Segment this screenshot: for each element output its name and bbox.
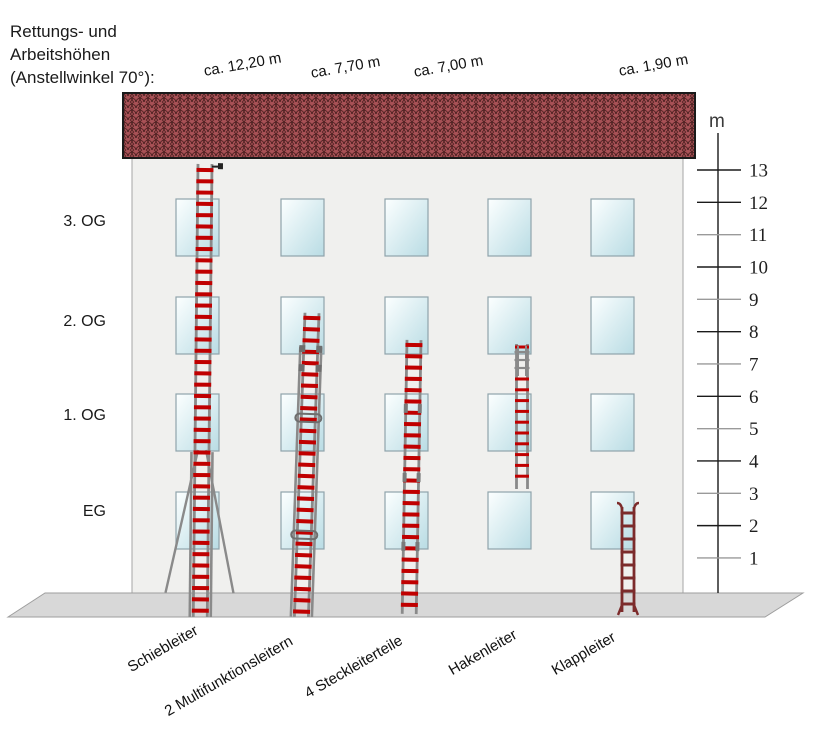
ladder-clamp <box>315 364 322 372</box>
window-eg-col4 <box>487 491 532 550</box>
ladder-schiebleiter <box>164 163 235 618</box>
floor-label-2og: 2. OG <box>63 313 106 330</box>
scale-tick-label-10: 10 <box>749 257 768 278</box>
ladder-outer-rail <box>209 452 214 618</box>
window-3og-col5 <box>590 198 635 257</box>
ladder-rung <box>296 507 314 513</box>
pulley-mark <box>217 163 224 170</box>
ladder-rung <box>297 485 315 490</box>
ladder-rung <box>294 575 312 581</box>
title-line-2: Arbeitshöhen <box>10 45 111 64</box>
ladder-outer-rail <box>310 347 323 618</box>
ladder-rung <box>296 496 315 501</box>
window-3og-col2 <box>280 198 325 257</box>
title-line-3: (Anstellwinkel 70°): <box>10 68 155 87</box>
ladder-clamp <box>316 345 323 353</box>
ladder-multifunktionsleitern <box>289 312 323 618</box>
ladder-rung <box>298 451 316 456</box>
ladder-joint <box>402 472 407 482</box>
ladder-rung <box>303 315 321 321</box>
ladder-rung <box>300 394 318 400</box>
ladder-foot <box>616 604 624 616</box>
ladder-rung <box>300 406 318 411</box>
ladder-rung <box>296 518 314 524</box>
ladder-joint <box>416 473 421 483</box>
ladder-rung <box>301 372 319 377</box>
ladder-rung <box>301 360 319 366</box>
ladder-rung <box>302 338 320 343</box>
ladder-rung <box>293 609 311 614</box>
floor-label-eg: EG <box>82 503 106 520</box>
ladder-rung <box>299 428 317 434</box>
ladder-joint <box>401 541 406 551</box>
window-3og-col3 <box>384 198 429 257</box>
ladder-outer-rail <box>289 346 302 617</box>
ladder-rung <box>294 552 313 558</box>
window-2og-col5 <box>590 296 635 355</box>
window-eg-col3 <box>384 491 429 550</box>
ladder-steckleiterteile <box>400 339 423 615</box>
ladder-top-hook <box>632 501 640 510</box>
ladder-rung <box>299 417 317 422</box>
scale-tick-label-5: 5 <box>749 419 759 440</box>
scale-tick-label-12: 12 <box>749 193 768 214</box>
ladder-rung <box>300 383 319 389</box>
ladder-top-hook <box>616 501 624 510</box>
scale-tick-label-7: 7 <box>749 354 759 375</box>
ladder-clamp <box>298 364 305 372</box>
ladder-rung <box>295 530 313 535</box>
window-3og-col4 <box>487 198 532 257</box>
ladder-rung <box>295 541 313 547</box>
meter-scale: 13 12 11 10 9 8 7 6 5 4 3 2 1 <box>697 133 768 593</box>
ladder-rung <box>297 473 315 479</box>
ladder-joint <box>415 542 420 552</box>
ladder-clamp <box>294 412 323 424</box>
scale-tick-label-9: 9 <box>749 290 759 311</box>
scale-tick-label-2: 2 <box>749 516 759 537</box>
floor-label-3og: 3. OG <box>63 213 106 230</box>
ladder-rung <box>302 326 320 332</box>
ladder-strut <box>164 449 200 593</box>
ladder-rung <box>298 439 317 445</box>
scale-unit-label: m <box>709 111 725 132</box>
scale-tick-label-3: 3 <box>749 484 759 505</box>
ladder-clamp <box>299 345 306 353</box>
scale-tick-label-6: 6 <box>749 387 759 408</box>
scale-tick-label-8: 8 <box>749 322 759 343</box>
ladder-joint <box>403 403 408 413</box>
diagram-title: Rettungs- und Arbeitshöhen (Anstellwinke… <box>10 20 155 89</box>
ladder-rung <box>293 586 311 592</box>
scale-tick-label-11: 11 <box>749 225 767 246</box>
ladder-clamp <box>290 529 319 541</box>
scale-tick-label-1: 1 <box>749 548 759 569</box>
title-line-1: Rettungs- und <box>10 22 117 41</box>
floor-label-1og: 1. OG <box>63 407 106 424</box>
scale-tick-label-4: 4 <box>749 451 759 472</box>
ladder-rung <box>293 598 311 603</box>
ladder-klappleiter <box>616 501 640 616</box>
window-2og-col4 <box>487 296 532 355</box>
ladder-foot <box>632 604 640 616</box>
ladder-hakenleiter <box>514 344 530 489</box>
roof <box>122 92 696 159</box>
scale-tick-label-13: 13 <box>749 161 768 182</box>
ladder-rung <box>298 462 316 468</box>
ladder-strut <box>204 449 235 594</box>
ladder-rung <box>294 564 312 569</box>
ladder-joint <box>417 404 422 414</box>
ladder-outer-rail <box>188 451 193 617</box>
window-1og-col5 <box>590 393 635 452</box>
